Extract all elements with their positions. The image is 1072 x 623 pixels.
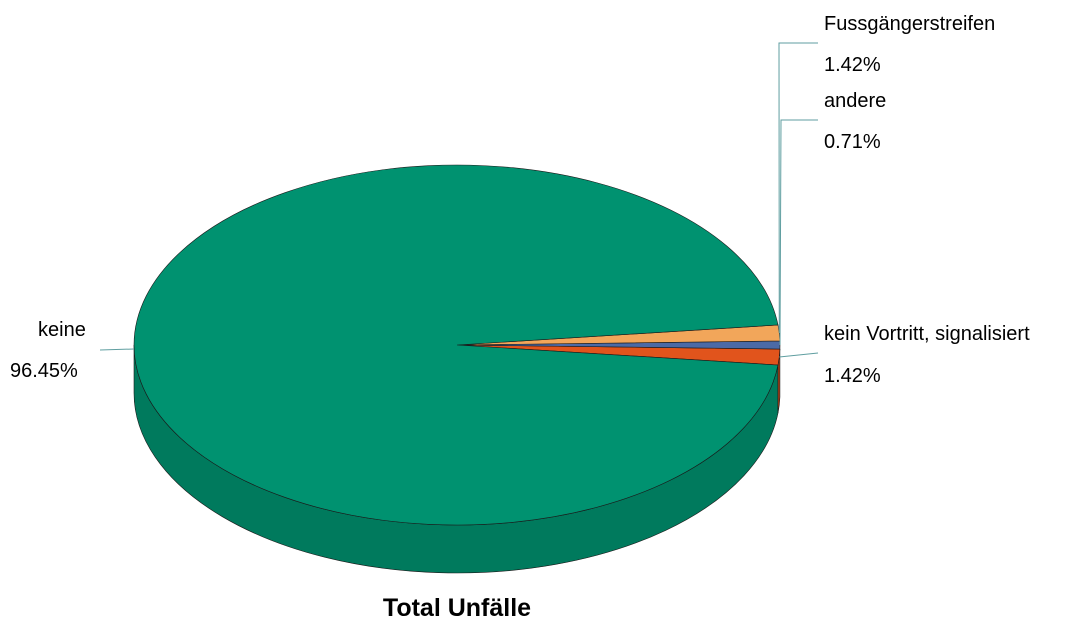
leader-line-keine [100,349,134,350]
slice-label-keine: keine [38,319,86,341]
leader-line-fussgaengerstreifen [779,43,818,333]
slice-value-fussgaengerstreifen: 1.42% [824,54,881,76]
slice-value-andere: 0.71% [824,131,881,153]
slice-label-fussgaengerstreifen: Fussgängerstreifen [824,13,995,35]
leader-line-kein-vortritt [779,353,818,357]
slice-label-andere: andere [824,90,886,112]
slice-value-keine: 96.45% [10,360,78,382]
slice-value-kein-vortritt: 1.42% [824,365,881,387]
slice-label-kein-vortritt: kein Vortritt, signalisiert [824,323,1030,345]
chart-title: Total Unfälle [383,594,531,622]
pie-top-face [134,165,780,525]
leader-line-andere [780,120,818,345]
